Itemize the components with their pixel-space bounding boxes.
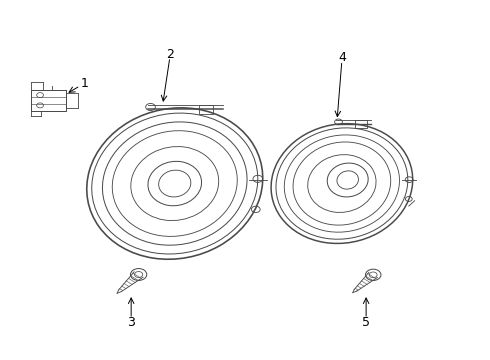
Text: 2: 2 [166,48,174,61]
Text: 5: 5 [362,316,370,329]
Text: 4: 4 [338,51,346,64]
Text: 1: 1 [80,77,88,90]
Text: 3: 3 [127,316,135,329]
